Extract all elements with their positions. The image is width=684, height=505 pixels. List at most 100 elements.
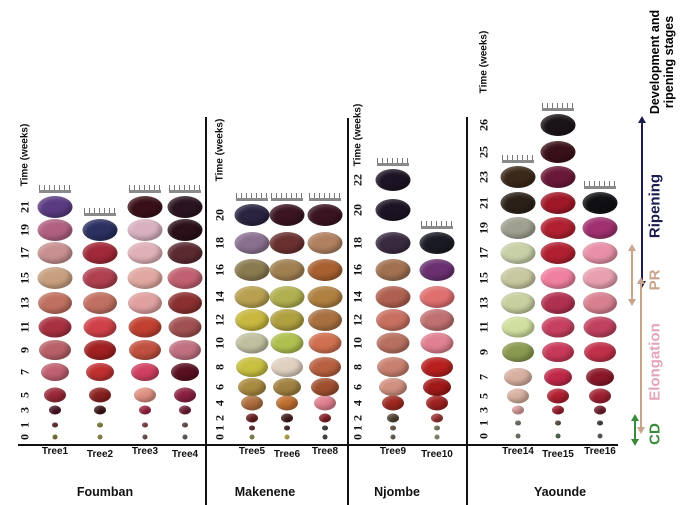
fruit-sample [234, 232, 270, 254]
time-tick-label: 1 [17, 422, 32, 428]
fruit-sample [246, 413, 258, 423]
fruit-sample [127, 267, 163, 289]
fruit-sample [376, 309, 410, 331]
scale-bar [271, 191, 303, 201]
scale-bar [169, 183, 201, 193]
baseline [18, 444, 618, 446]
fruit-sample [582, 267, 618, 289]
time-tick-label: 7 [17, 369, 32, 375]
fruit-sample [169, 340, 201, 360]
fruit-sample [235, 332, 269, 354]
fruit-sample [270, 332, 304, 354]
axis-title-time: Time (weeks) [352, 103, 364, 167]
fruit-sample [49, 405, 61, 415]
time-tick-label: 3 [476, 407, 491, 413]
fruit-sample [544, 368, 572, 386]
time-tick-label: 6 [350, 384, 365, 390]
fruit-sample [307, 232, 343, 254]
fruit-sample [507, 388, 529, 404]
fruit-sample [238, 378, 266, 396]
fruit-sample [594, 405, 606, 415]
time-tick-label: 6 [212, 384, 227, 390]
scale-bar [502, 153, 534, 163]
scale-bar [84, 206, 116, 216]
fruit-sample [167, 267, 203, 289]
fruit-sample [540, 217, 576, 239]
time-tick-label: 5 [17, 392, 32, 398]
tree-label: Tree8 [311, 446, 339, 457]
fruit-sample [249, 434, 255, 440]
fruit-sample [182, 434, 188, 440]
fruit-sample [540, 166, 576, 188]
fruit-sample [420, 332, 454, 354]
fruit-sample [38, 316, 72, 338]
time-tick-label: 7 [476, 374, 491, 380]
fruit-sample [84, 340, 116, 360]
fruit-sample [309, 357, 341, 377]
scale-bar [39, 183, 71, 193]
fruit-sample [234, 204, 270, 226]
time-tick-label: 0 [212, 434, 227, 440]
fruit-sample [382, 395, 404, 411]
ripening-arrow [641, 122, 643, 282]
time-tick-label: 12 [212, 314, 227, 326]
fruit-sample [419, 259, 455, 281]
fruit-sample [94, 405, 106, 415]
fruit-sample [501, 292, 535, 314]
fruit-sample [269, 232, 305, 254]
time-tick-label: 1 [476, 420, 491, 426]
fruit-sample [39, 340, 71, 360]
fruit-sample [582, 242, 618, 264]
scale-bar [421, 219, 453, 229]
time-tick-label: 15 [476, 272, 491, 284]
fruit-sample [314, 395, 336, 411]
time-tick-label: 2 [350, 415, 365, 421]
time-tick-label: 3 [17, 407, 32, 413]
fruit-sample [500, 166, 536, 188]
fruit-sample [276, 395, 298, 411]
fruit-sample [582, 217, 618, 239]
fruit-sample [128, 316, 162, 338]
fruit-sample [171, 363, 199, 381]
axis-title-time: Time (weeks) [478, 30, 490, 94]
fruit-sample [37, 242, 73, 264]
time-tick-label: 21 [476, 197, 491, 209]
fruit-sample [387, 413, 399, 423]
stage-label-ripening: Ripening [646, 173, 664, 239]
fruit-sample [182, 422, 188, 428]
pr-arrow [631, 250, 633, 300]
fruit-sample [375, 199, 411, 221]
fruit-sample [127, 196, 163, 218]
fruit-sample [500, 267, 536, 289]
time-tick-label: 14 [212, 291, 227, 303]
tree-label: Tree2 [86, 449, 114, 460]
fruit-sample [597, 420, 603, 426]
tree-label: Tree3 [131, 446, 159, 457]
fruit-sample [375, 232, 411, 254]
fruit-sample [542, 342, 574, 362]
time-tick-label: 18 [212, 237, 227, 249]
fruit-sample [270, 309, 304, 331]
fruit-sample [504, 368, 532, 386]
fruit-sample [515, 433, 521, 439]
fruit-sample [235, 309, 269, 331]
fruit-sample [241, 395, 263, 411]
fruit-sample [167, 196, 203, 218]
fruit-sample [127, 219, 163, 241]
time-tick-label: 0 [350, 434, 365, 440]
fruit-sample [44, 387, 66, 403]
fruit-sample [421, 357, 453, 377]
fruit-sample [86, 363, 114, 381]
time-tick-label: 17 [17, 247, 32, 259]
time-tick-label: 1 [350, 425, 365, 431]
time-tick-label: 14 [350, 291, 365, 303]
fruit-sample [376, 332, 410, 354]
time-tick-label: 26 [476, 119, 491, 131]
tree-label: Tree10 [421, 449, 453, 460]
time-tick-label: 17 [476, 247, 491, 259]
time-tick-label: 8 [212, 364, 227, 370]
divider-1 [205, 117, 207, 505]
fruit-sample [269, 286, 305, 308]
fruit-sample [271, 357, 303, 377]
tree-label: Tree6 [273, 449, 301, 460]
